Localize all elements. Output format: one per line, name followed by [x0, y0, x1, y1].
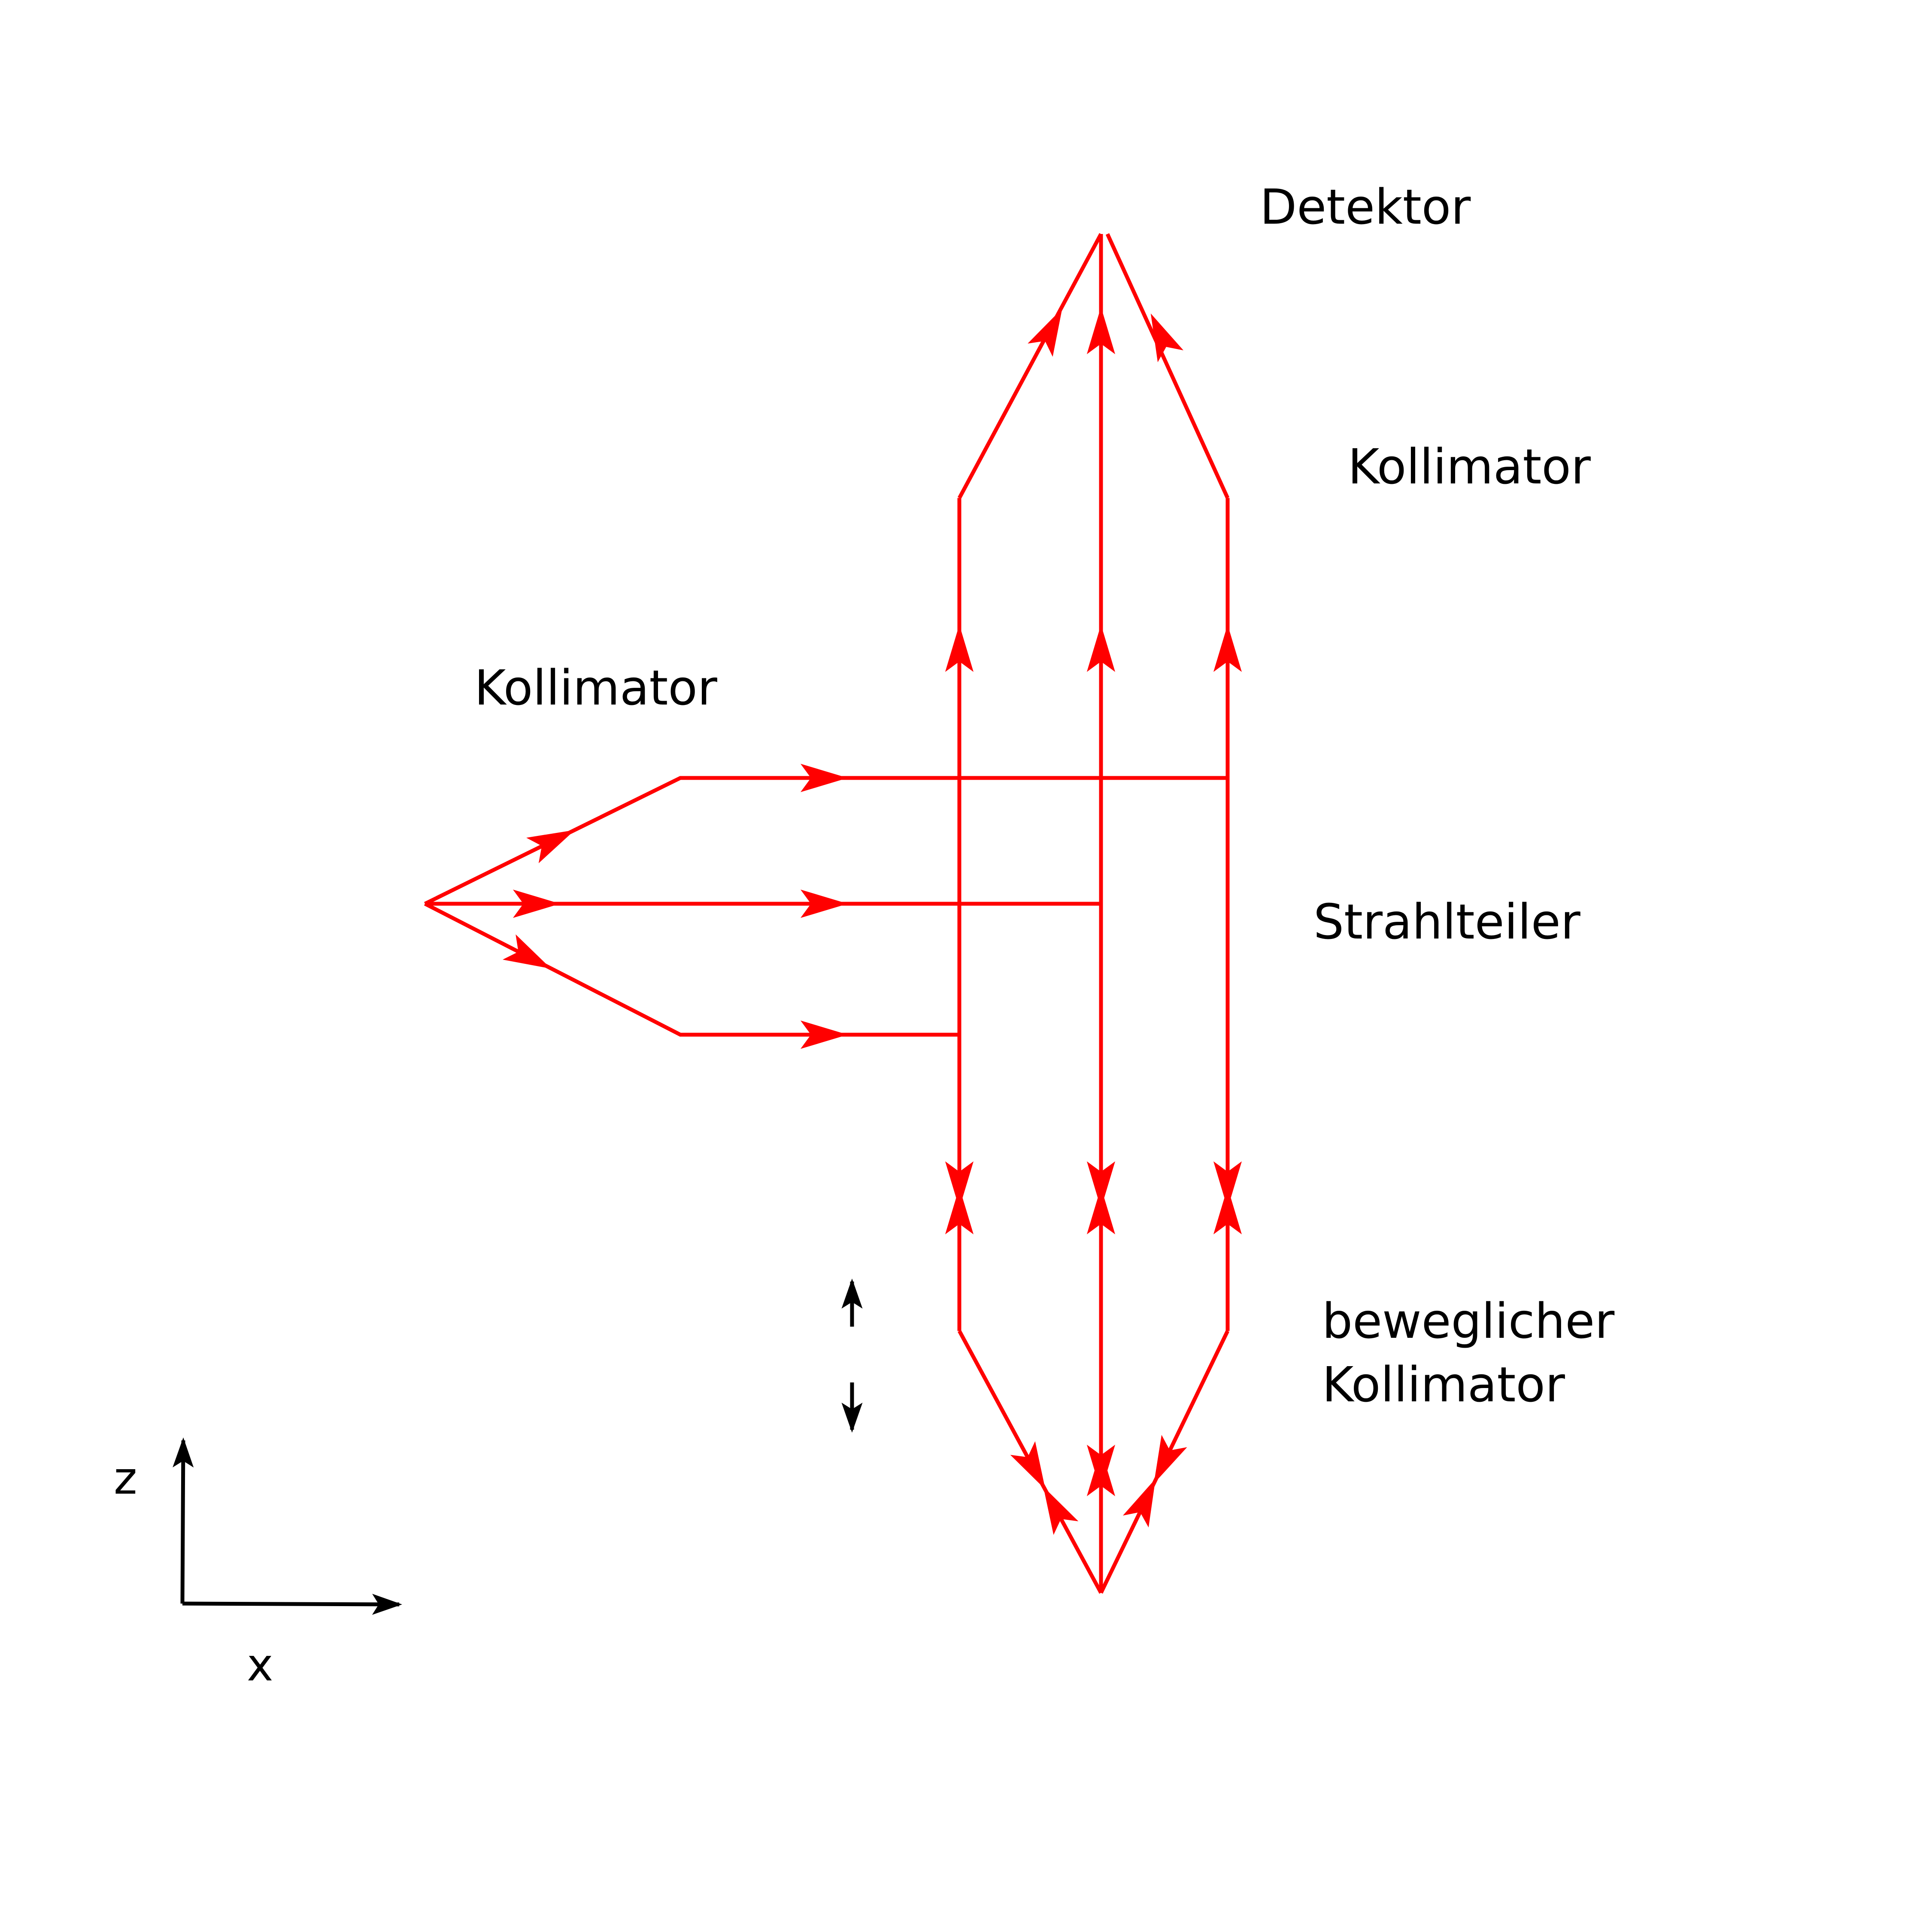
- movable-collimator-label-line1: beweglicher: [1322, 1294, 1615, 1349]
- detector-beam-left: [958, 233, 1103, 499]
- input-beams: [424, 776, 1228, 1037]
- vertical-beams: [957, 234, 1230, 1593]
- x-axis-label: x: [247, 1639, 273, 1691]
- detector-beam-right: [1105, 233, 1230, 499]
- coordinate-axes: [173, 1437, 402, 1615]
- input-beam-lower: [424, 902, 959, 1037]
- movable-collimator-beams: [958, 1330, 1230, 1594]
- detector-label: Detektor: [1260, 179, 1471, 235]
- z-axis-line: [173, 1437, 194, 1604]
- lower-beam-left: [958, 1330, 1103, 1594]
- input-beam-upper: [424, 776, 1228, 906]
- z-axis-label: z: [114, 1452, 137, 1504]
- movable-collimator-label-line2: Kollimator: [1322, 1357, 1565, 1413]
- movable-collimator-label: beweglicher Kollimator: [1322, 1290, 1614, 1417]
- collimator-left-label: Kollimator: [474, 660, 717, 716]
- collimator-top-label: Kollimator: [1348, 439, 1591, 495]
- lower-beam-right: [1099, 1330, 1230, 1594]
- beam-splitter-label: Strahlteiler: [1313, 894, 1580, 950]
- beam-arrowheads: [502, 307, 1242, 1535]
- detector-beams: [958, 233, 1230, 499]
